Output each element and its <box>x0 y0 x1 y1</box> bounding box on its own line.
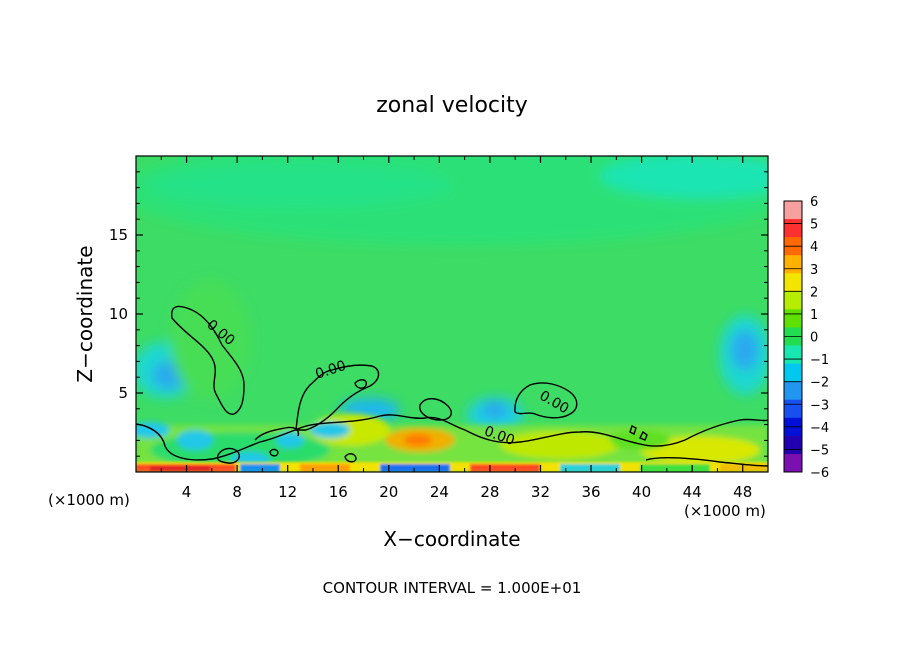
zero-contour-lines <box>136 305 768 467</box>
colorbar-swatch <box>784 363 802 383</box>
x-unit-label-left: (×1000 m) <box>48 491 130 509</box>
colorbar-swatch <box>784 273 802 292</box>
colorbar-swatch <box>784 219 802 238</box>
x-axis-ticks: 4 8 12 16 20 24 28 32 36 40 44 48 <box>160 156 752 501</box>
x-tick-label: 32 <box>531 483 550 501</box>
colorbar-tick-label: 5 <box>810 218 818 233</box>
y-tick-label: 15 <box>109 226 128 244</box>
colorbar-swatch <box>784 255 802 274</box>
colorbar-swatch <box>784 453 802 473</box>
x-axis-label: X−coordinate <box>383 527 520 551</box>
x-tick-label: 28 <box>480 483 499 501</box>
colorbar-tick-label: −4 <box>810 421 829 436</box>
x-tick-label: 12 <box>278 483 297 501</box>
colorbar-swatch <box>784 309 802 328</box>
x-unit-label-right: (×1000 m) <box>684 502 766 520</box>
colorbar-tick-label: 6 <box>810 195 818 210</box>
contour-interval-note: CONTOUR INTERVAL = 1.000E+01 <box>323 579 582 597</box>
colorbar-tick-label: 2 <box>810 285 818 300</box>
x-tick-label: 24 <box>430 483 449 501</box>
x-tick-label: 36 <box>581 483 600 501</box>
colorbar-swatch <box>784 381 802 401</box>
x-tick-label: 16 <box>329 483 348 501</box>
colorbar-swatch <box>784 201 802 220</box>
colorbar-swatch <box>784 399 802 419</box>
colorbar-tick-label: 3 <box>810 263 818 278</box>
x-tick-label: 8 <box>232 483 242 501</box>
colorbar-tick-label: −6 <box>810 466 829 481</box>
colorbar-tick-label: −2 <box>810 376 829 391</box>
colorbar: 6 5 4 3 2 1 0 −1 −2 −3 −4 −5 −6 <box>783 195 829 481</box>
chart-title: zonal velocity <box>376 93 528 118</box>
y-tick-label: 5 <box>118 384 128 402</box>
x-tick-label: 4 <box>182 483 192 501</box>
y-tick-label: 10 <box>109 305 128 323</box>
colorbar-swatch <box>784 291 802 310</box>
heatmap-field <box>136 156 768 472</box>
colorbar-tick-label: −3 <box>810 398 829 413</box>
colorbar-swatch <box>784 435 802 455</box>
y-axis-label: Z−coordinate <box>73 245 97 382</box>
x-tick-label: 48 <box>733 483 752 501</box>
colorbar-tick-label: −1 <box>810 353 829 368</box>
x-tick-label: 40 <box>632 483 651 501</box>
colorbar-swatch <box>784 345 802 364</box>
colorbar-tick-label: 4 <box>810 240 818 255</box>
colorbar-tick-label: 0 <box>810 331 818 346</box>
colorbar-tick-label: −5 <box>810 443 829 458</box>
x-tick-label: 44 <box>683 483 702 501</box>
x-tick-label: 20 <box>379 483 398 501</box>
y-axis-ticks: 5 10 15 <box>109 171 768 457</box>
colorbar-tick-label: 1 <box>810 308 818 323</box>
